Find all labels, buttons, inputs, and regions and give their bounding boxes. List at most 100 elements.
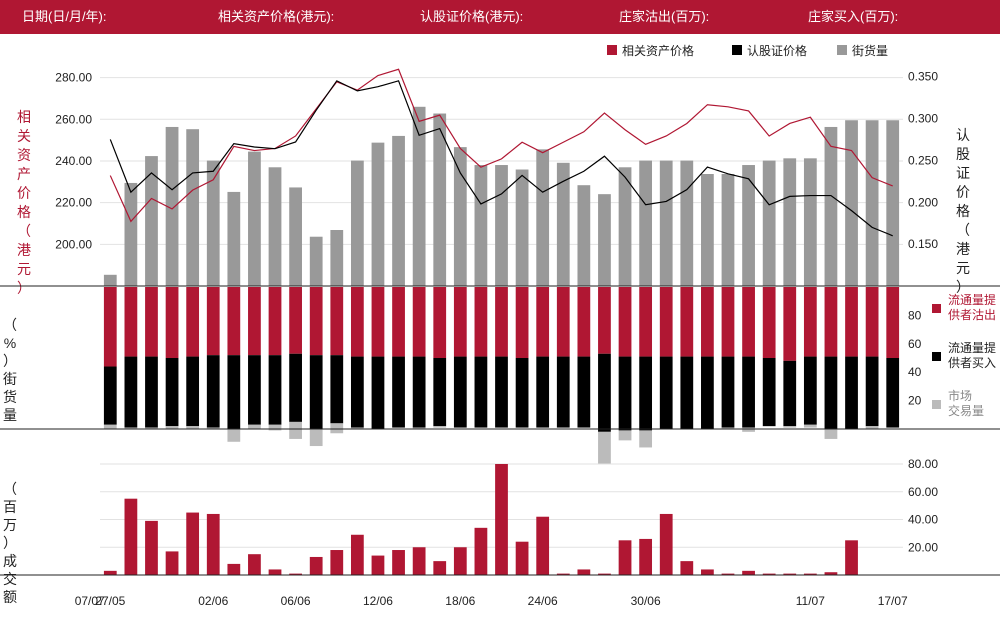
market-volume-bar xyxy=(103,424,117,429)
legend-label: 相关资产价格 xyxy=(622,43,694,58)
market-volume-bar xyxy=(783,426,797,428)
lp-sell-bar xyxy=(248,287,261,356)
price-tick-label: 280.00 xyxy=(55,71,92,85)
lp-sell-bar xyxy=(803,287,817,357)
market-volume-bar xyxy=(268,424,282,431)
street-volume-bar xyxy=(412,106,426,286)
legend-label: 认股证价格 xyxy=(747,43,807,58)
lp-buy-bar xyxy=(824,356,838,429)
market-volume-bar xyxy=(433,426,447,428)
street-volume-bar xyxy=(495,165,508,286)
lp-buy-bar xyxy=(598,353,611,432)
legend-swatch xyxy=(932,304,941,313)
percent-tick-label: 20 xyxy=(908,394,922,408)
lp-sell-bar xyxy=(701,287,714,357)
turnover-bar xyxy=(639,538,653,575)
asset-price-label: 相关资产价格(港元): xyxy=(218,9,335,24)
lp-sell-bar xyxy=(124,287,138,357)
turnover-bar xyxy=(350,534,364,575)
market-volume-bar xyxy=(618,430,632,441)
lp-sell-bar xyxy=(474,287,488,357)
date-tick-label: 17/07 xyxy=(878,594,908,608)
turnover-bar xyxy=(433,561,447,575)
lp-buy-bar xyxy=(453,356,467,428)
warrant-tick-label: 0.300 xyxy=(908,112,938,126)
lp-buy-bar xyxy=(186,356,200,427)
turnover-bar xyxy=(598,573,611,575)
lp-buy-bar xyxy=(618,356,632,431)
lp-sell-bar xyxy=(618,287,632,357)
lp-buy-bar xyxy=(577,356,591,428)
lp-buy-bar xyxy=(742,356,755,428)
street-volume-bar xyxy=(721,174,735,286)
warrant-price-line xyxy=(109,80,893,237)
lp-sell-bar xyxy=(103,287,117,367)
date-tick-label: 11/07 xyxy=(796,594,825,608)
turnover-bar xyxy=(289,573,302,575)
lp-sell-bar xyxy=(762,287,776,358)
lp-buy-bar xyxy=(206,355,220,428)
lp-sell-bar xyxy=(556,287,570,357)
lp-sell-bar xyxy=(289,287,302,354)
turnover-bar xyxy=(618,540,632,575)
warrant-tick-label: 0.350 xyxy=(908,70,938,84)
street-volume-bar xyxy=(206,160,220,286)
price-tick-label: 260.00 xyxy=(55,112,92,126)
street-volume-bar xyxy=(227,191,241,286)
turnover-axis-title: （百万）成交额 xyxy=(3,481,17,605)
street-volume-bar xyxy=(103,274,117,286)
warrant-tick-label: 0.150 xyxy=(908,237,938,251)
lp-buy-bar xyxy=(103,366,117,425)
lp-sell-bar xyxy=(453,287,467,357)
lp-sell-bar xyxy=(680,287,694,357)
turnover-bar xyxy=(268,569,282,575)
turnover-bar xyxy=(680,561,694,575)
turnover-bar xyxy=(330,550,344,575)
street-volume-bar xyxy=(186,129,200,286)
date-tick-label: 02/06 xyxy=(198,594,228,608)
turnover-bar xyxy=(371,555,385,575)
market-volume-bar xyxy=(248,424,261,429)
lp-buy-bar xyxy=(330,355,344,424)
market-volume-bar xyxy=(124,427,138,429)
lp-buy-bar xyxy=(433,358,447,427)
market-volume-bar xyxy=(598,431,611,465)
lp-buy-bar xyxy=(639,356,653,431)
street-volume-bar xyxy=(598,194,611,286)
header-bar: 日期(日/月/年): 相关资产价格(港元): 认股证价格(港元): 庄家沽出(百… xyxy=(0,0,1000,34)
street-volume-bar xyxy=(824,126,838,287)
street-volume-bar xyxy=(536,149,550,286)
street-volume-bar xyxy=(659,160,673,286)
lp-buy-bar xyxy=(227,355,241,429)
warrant-tick-label: 0.250 xyxy=(908,153,938,167)
lp-buy-bar xyxy=(783,360,797,427)
lp-sell-bar xyxy=(824,287,838,357)
lp-sell-bar xyxy=(206,287,220,356)
street-volume-bar xyxy=(433,113,447,287)
lp-buy-bar xyxy=(268,355,282,425)
market-volume-bar xyxy=(289,421,302,439)
lp-buy-bar xyxy=(556,356,570,428)
date-tick-label: 27/05 xyxy=(95,594,125,608)
lp-sell-bar xyxy=(350,287,364,357)
market-volume-bar xyxy=(309,429,323,447)
turnover-bar xyxy=(515,541,529,575)
legend-label: 流通量提供者沽出 xyxy=(948,292,996,322)
lp-sell-bar xyxy=(515,287,529,358)
street-volume-bar xyxy=(577,185,591,286)
turnover-bar xyxy=(165,551,179,575)
lp-sell-bar xyxy=(742,287,755,357)
lp-buy-bar xyxy=(165,358,179,427)
turnover-bar xyxy=(762,573,776,575)
street-volume-bar xyxy=(886,120,900,287)
street-volume-bar xyxy=(618,167,632,286)
market-volume-bar xyxy=(145,427,158,429)
turnover-bar xyxy=(309,556,323,575)
lp-buy-bar xyxy=(515,358,529,428)
legend-swatch xyxy=(932,352,941,361)
street-volume-bar xyxy=(474,165,488,286)
turnover-bar xyxy=(474,527,488,575)
asset-price-axis-title: 相关资产价格（港元） xyxy=(17,109,31,296)
street-volume-bar xyxy=(701,174,714,286)
turnover-tick-label: 60.00 xyxy=(908,485,938,499)
